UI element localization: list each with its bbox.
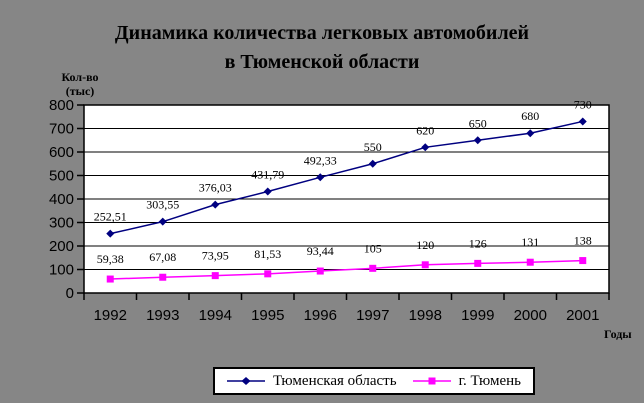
svg-text:1998: 1998 [409, 307, 442, 324]
y-axis-unit-label: Кол-во (тыс) [45, 70, 115, 98]
svg-text:1992: 1992 [94, 307, 127, 324]
series-line-diamond-icon [227, 375, 265, 387]
svg-text:650: 650 [469, 116, 487, 130]
svg-text:303,55: 303,55 [146, 198, 179, 212]
svg-text:1993: 1993 [146, 307, 179, 324]
svg-text:680: 680 [521, 109, 539, 123]
svg-text:105: 105 [364, 241, 382, 255]
series-line-square-icon [412, 375, 451, 387]
svg-text:59,38: 59,38 [97, 252, 124, 266]
legend: Тюменская область г. Тюмень [213, 367, 535, 395]
svg-text:1997: 1997 [356, 307, 389, 324]
svg-text:138: 138 [574, 234, 592, 248]
svg-text:730: 730 [574, 97, 592, 111]
chart-title: Динамика количества легковых автомобилей… [0, 19, 644, 77]
svg-text:500: 500 [49, 168, 74, 185]
legend-label: г. Тюмень [458, 372, 521, 389]
legend-item-tyumen-city: г. Тюмень [412, 372, 521, 390]
svg-text:492,33: 492,33 [304, 153, 337, 167]
svg-text:800: 800 [49, 97, 74, 114]
svg-text:126: 126 [469, 236, 487, 250]
svg-text:131: 131 [521, 235, 539, 249]
svg-text:550: 550 [364, 140, 382, 154]
svg-text:2000: 2000 [514, 307, 547, 324]
svg-text:376,03: 376,03 [199, 181, 232, 195]
chart-title-line2: в Тюменской области [224, 51, 420, 73]
svg-text:81,53: 81,53 [254, 247, 281, 261]
y-axis-unit-line2: (тыс) [65, 84, 95, 98]
svg-text:2001: 2001 [566, 307, 599, 324]
legend-label: Тюменская область [273, 372, 397, 389]
svg-text:252,51: 252,51 [94, 210, 127, 224]
x-axis-title: Годы [604, 327, 632, 341]
svg-text:300: 300 [49, 215, 74, 232]
svg-text:200: 200 [49, 238, 74, 255]
svg-text:620: 620 [416, 123, 434, 137]
svg-text:431,79: 431,79 [251, 168, 284, 182]
svg-text:93,44: 93,44 [307, 244, 334, 258]
svg-text:1995: 1995 [251, 307, 284, 324]
svg-text:700: 700 [49, 121, 74, 138]
svg-text:100: 100 [49, 262, 74, 279]
svg-text:67,08: 67,08 [149, 250, 176, 264]
svg-text:400: 400 [49, 191, 74, 208]
svg-text:1999: 1999 [461, 307, 494, 324]
svg-text:600: 600 [49, 144, 74, 161]
y-axis-unit-line1: Кол-во [61, 70, 99, 84]
svg-text:73,95: 73,95 [202, 249, 229, 263]
svg-text:1996: 1996 [304, 307, 337, 324]
chart-title-line1: Динамика количества легковых автомобилей [114, 22, 530, 44]
svg-text:120: 120 [416, 238, 434, 252]
svg-text:1994: 1994 [199, 307, 232, 324]
svg-text:0: 0 [66, 285, 74, 302]
legend-item-tyumen-oblast: Тюменская область [227, 373, 397, 390]
